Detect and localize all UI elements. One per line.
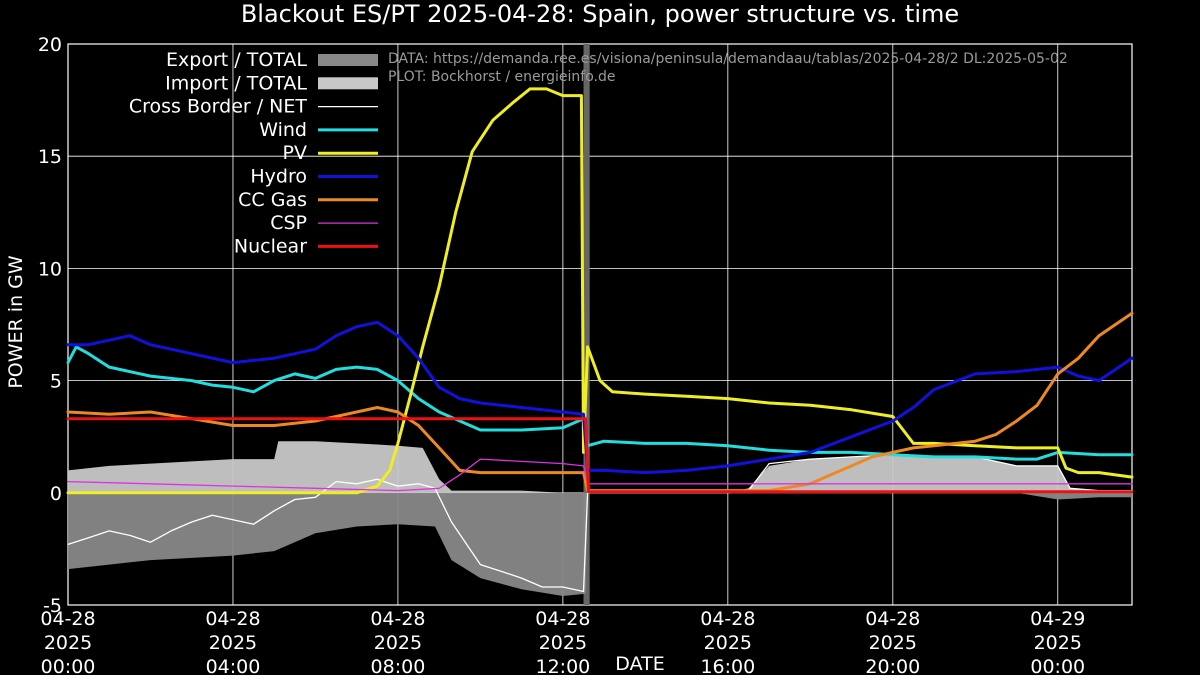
y-tick-label: -5	[43, 595, 62, 617]
x-tick-label: 12:00	[536, 656, 591, 675]
blackout-marker	[583, 44, 590, 605]
x-tick-label: 04-28	[370, 608, 425, 630]
plot-area: -50510152004-28202500:0004-28202504:0004…	[38, 34, 1134, 675]
y-tick-label: 10	[38, 258, 62, 280]
chart-title: Blackout ES/PT 2025-04-28: Spain, power …	[241, 0, 959, 28]
legend-label: Import / TOTAL	[165, 72, 307, 94]
x-tick-label: 16:00	[700, 656, 755, 675]
y-tick-label: 20	[38, 34, 62, 56]
legend-label: CSP	[270, 212, 307, 234]
legend-label: Nuclear	[234, 235, 307, 257]
x-tick-label: 00:00	[1030, 656, 1085, 675]
x-tick-label: 2025	[869, 632, 917, 654]
series-hydro	[66, 320, 1134, 475]
x-tick-label: 04-28	[535, 608, 590, 630]
legend-label: CC Gas	[238, 189, 307, 211]
series-wind	[66, 345, 1134, 461]
source-note: DATA: https://demanda.ree.es/visiona/pen…	[388, 51, 1068, 67]
x-tick-label: 20:00	[865, 656, 920, 675]
y-tick-label: 0	[50, 483, 62, 505]
x-tick-label: 04-29	[1030, 608, 1085, 630]
x-tick-label: 2025	[1034, 632, 1082, 654]
x-tick-label: 04-28	[865, 608, 920, 630]
legend-label: Hydro	[250, 166, 307, 188]
y-tick-label: 15	[38, 146, 62, 168]
series-csp	[67, 458, 1133, 492]
legend-label: Wind	[259, 119, 307, 141]
x-tick-label: 04-28	[205, 608, 260, 630]
x-tick-label: 00:00	[41, 656, 96, 675]
source-annotations: DATA: https://demanda.ree.es/visiona/pen…	[388, 51, 1068, 85]
x-tick-label: 2025	[44, 632, 92, 654]
legend-label: Export / TOTAL	[166, 49, 307, 71]
series-nuclear	[66, 417, 1134, 494]
x-axis-label: DATE	[615, 653, 664, 675]
legend-swatch	[318, 77, 378, 90]
area-import-total	[68, 441, 1132, 493]
x-tick-label: 2025	[374, 632, 422, 654]
x-tick-label: 2025	[539, 632, 587, 654]
source-note: PLOT: Bockhorst / energieinfo.de	[388, 69, 615, 85]
x-tick-label: 2025	[209, 632, 257, 654]
area-export-total	[68, 492, 1132, 596]
series-pv	[66, 87, 1134, 495]
x-tick-label: 04-28	[700, 608, 755, 630]
legend-label: PV	[283, 142, 307, 164]
x-tick-label: 08:00	[371, 656, 426, 675]
legend-swatch	[318, 54, 378, 66]
x-tick-label: 2025	[704, 632, 752, 654]
y-axis-label: POWER in GW	[5, 255, 27, 389]
x-tick-label: 04:00	[206, 656, 261, 675]
x-tick-label: 04-28	[40, 608, 95, 630]
y-tick-label: 5	[50, 371, 62, 393]
legend-label: Cross Border / NET	[129, 96, 308, 118]
